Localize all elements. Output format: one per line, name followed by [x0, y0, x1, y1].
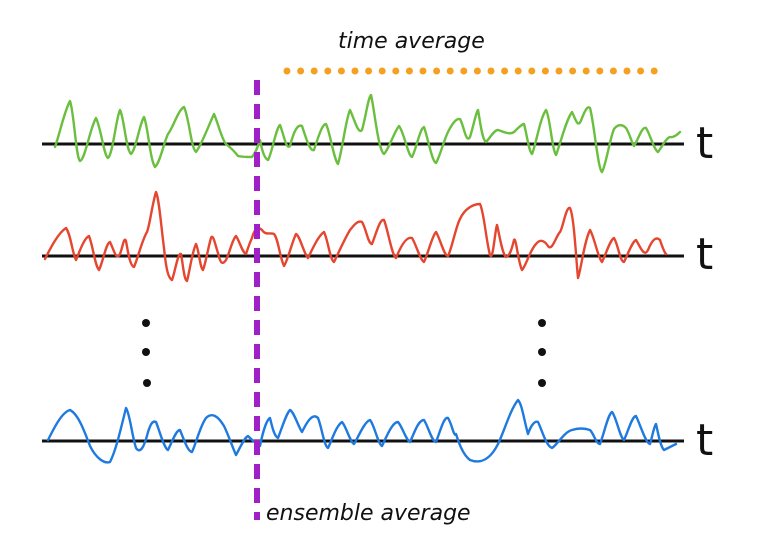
signal-realization-3	[46, 398, 678, 464]
time-axis-1-label: t	[696, 118, 713, 169]
time-axis-3-label: t	[696, 415, 713, 466]
ellipsis-dot	[142, 319, 150, 327]
ellipsis-dots-left	[142, 319, 151, 387]
ensemble-average-label: ensemble average	[266, 501, 471, 526]
ellipsis-dot	[538, 379, 546, 387]
signal-realization-1	[53, 93, 682, 174]
time-average-label: time average	[338, 29, 485, 54]
signal-realization-2	[43, 190, 668, 283]
ellipsis-dot	[143, 379, 151, 387]
ellipsis-dot	[538, 348, 546, 356]
ellipsis-dot	[142, 348, 150, 356]
ellipsis-dots-right	[538, 319, 546, 387]
time-axis-2-label: t	[696, 229, 713, 280]
ellipsis-dot	[538, 319, 546, 327]
